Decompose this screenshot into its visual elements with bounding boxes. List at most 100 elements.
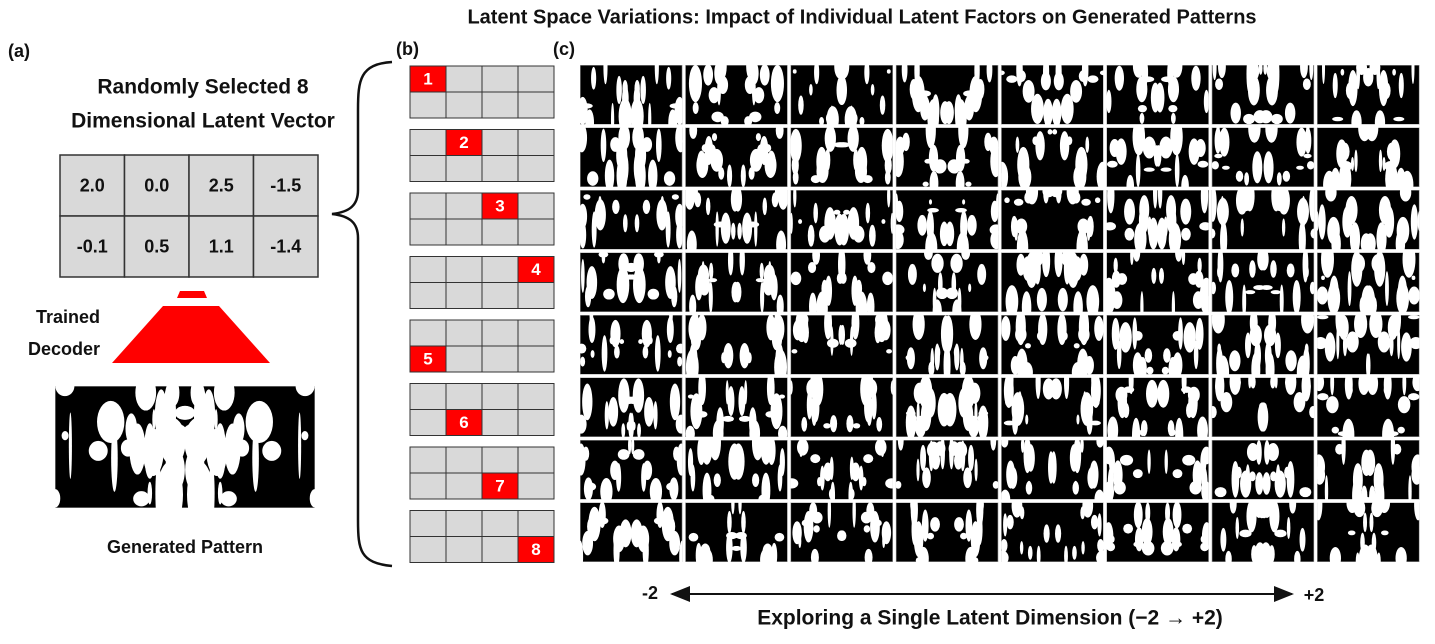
pattern-blob (1269, 502, 1280, 533)
pattern-blob (656, 199, 668, 231)
pattern-image (1211, 502, 1315, 562)
pattern-blob (851, 315, 860, 340)
pattern-blob (798, 95, 804, 115)
grid-cell (409, 536, 447, 563)
pattern-blob (1057, 287, 1068, 312)
pattern-blob (1251, 352, 1261, 375)
pattern-blob (628, 440, 632, 455)
pattern-blob (1326, 396, 1339, 414)
pattern-blob (1239, 529, 1252, 538)
pattern-blob (895, 230, 904, 250)
pattern-blob (714, 65, 723, 85)
pattern-blob (1317, 336, 1327, 350)
pattern-blob (915, 557, 923, 562)
pattern-bg (580, 315, 683, 375)
pattern-blob (839, 252, 846, 282)
pattern-blob (1385, 431, 1399, 437)
pattern-blob (1230, 102, 1241, 124)
pattern-blob (1155, 82, 1165, 113)
pattern-blob (708, 278, 718, 283)
pattern-image (1001, 315, 1104, 375)
grid-cell (481, 155, 519, 182)
pattern-blob (580, 138, 585, 144)
pattern-blob (1133, 541, 1144, 548)
pattern-blob (1385, 161, 1398, 187)
pattern-blob (977, 263, 987, 285)
pattern-blob (792, 170, 799, 185)
pattern-blob (1165, 502, 1171, 524)
pattern-blob (727, 164, 733, 187)
pattern-blob (778, 425, 788, 437)
pattern-blob (677, 258, 682, 293)
grid-cell (409, 192, 447, 220)
pattern-blob (1298, 221, 1306, 250)
decoder-label: Decoder (28, 339, 100, 359)
pattern-blob (1302, 252, 1309, 283)
pattern-blob (1235, 516, 1240, 539)
pattern-blob (580, 343, 587, 354)
pattern-image (580, 65, 683, 125)
pattern-blob (1367, 377, 1379, 395)
grid-cell (409, 472, 447, 500)
pattern-blob (1331, 426, 1339, 434)
pattern-blob (1293, 392, 1306, 413)
pattern-blob (1296, 355, 1309, 375)
pattern-blob (1106, 89, 1112, 114)
pattern-blob (1364, 544, 1378, 562)
pattern-blob (809, 83, 813, 96)
pattern-image (1317, 315, 1420, 375)
pattern-blob (686, 230, 697, 250)
pattern-blob (1080, 392, 1094, 426)
pattern-image (1106, 315, 1209, 375)
pattern-blob (879, 95, 886, 115)
pattern-blob (1412, 377, 1420, 392)
pattern-blob (603, 288, 615, 300)
pattern-blob (920, 444, 927, 471)
pattern-image (895, 65, 999, 125)
axis-end-label: -2 (642, 583, 658, 603)
pattern-blob (740, 164, 746, 187)
pattern-blob (584, 398, 592, 408)
pattern-blob (1411, 465, 1420, 485)
pattern-blob (1081, 198, 1091, 206)
pattern-blob (1217, 252, 1224, 283)
dimension-index: 3 (495, 196, 504, 215)
pattern-blob (1157, 190, 1163, 209)
decoder-icon (177, 291, 207, 298)
pattern-blob (821, 279, 828, 298)
pattern-blob (1244, 290, 1256, 295)
pattern-blob (915, 415, 926, 437)
pattern-blob (638, 339, 643, 345)
pattern-blob (1246, 65, 1251, 92)
pattern-blob (1225, 550, 1232, 562)
pattern-image (685, 440, 788, 500)
pattern-blob (1321, 275, 1325, 280)
pattern-blob (617, 449, 630, 460)
pattern-blob (140, 435, 162, 456)
pattern-blob (1059, 131, 1070, 161)
pattern-blob (55, 489, 61, 508)
pattern-blob (1309, 405, 1315, 419)
pattern-blob (855, 279, 863, 298)
pattern-blob (614, 345, 620, 359)
pattern-blob (1043, 524, 1050, 543)
pattern-blob (642, 460, 653, 481)
pattern-blob (720, 116, 729, 125)
pattern-blob (810, 548, 819, 562)
pattern-blob (1397, 426, 1405, 434)
pattern-image (1211, 65, 1315, 125)
pattern-blob (928, 199, 933, 205)
pattern-blob (843, 209, 850, 215)
pattern-blob (861, 294, 866, 312)
pattern-blob (727, 510, 732, 534)
pattern-blob (1246, 443, 1259, 462)
pattern-blob (628, 396, 638, 404)
pattern-blob (1001, 538, 1008, 552)
pattern-blob (642, 345, 649, 359)
pattern-blob (685, 425, 695, 437)
pattern-blob (1304, 343, 1309, 355)
pattern-blob (1361, 485, 1368, 500)
pattern-blob (594, 199, 606, 231)
pattern-blob (1181, 174, 1189, 187)
pattern-blob (776, 230, 787, 250)
